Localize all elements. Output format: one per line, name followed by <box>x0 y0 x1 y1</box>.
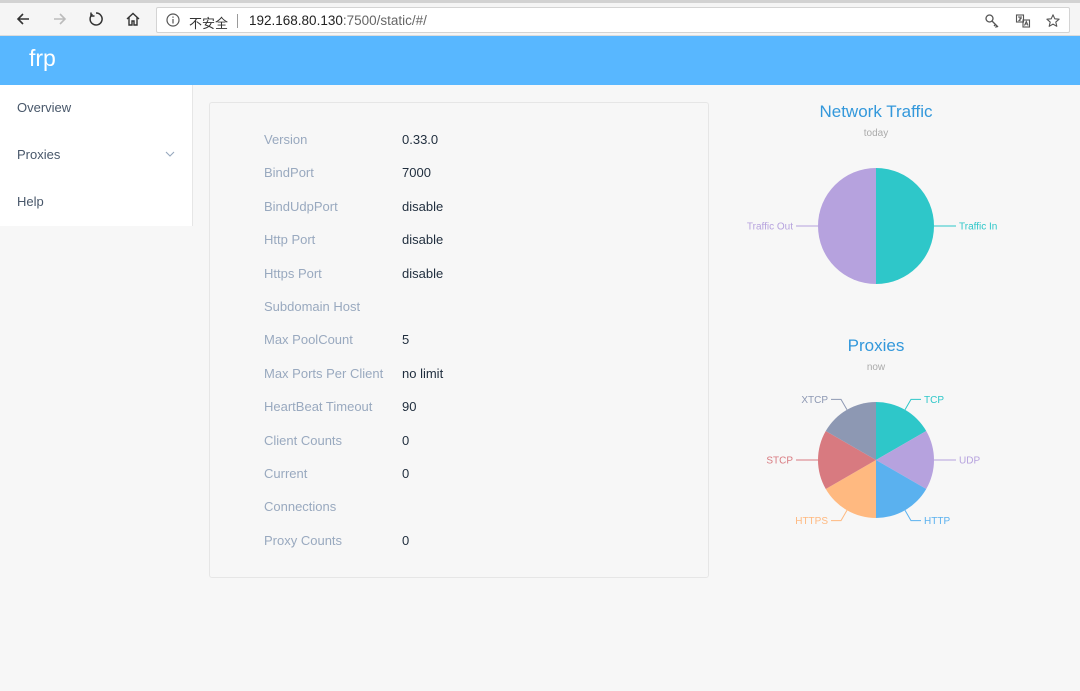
info-label: Subdomain Host <box>264 299 361 314</box>
pie-slice-xtcp[interactable] <box>825 402 876 460</box>
info-label: Https Port <box>264 266 322 281</box>
info-row-connections: Connections <box>210 492 708 522</box>
app-header: frp <box>0 36 1080 85</box>
info-label: HeartBeat Timeout <box>264 399 373 414</box>
server-info-card: Version 0.33.0 BindPort 7000 BindUdpPort di… <box>209 102 709 578</box>
info-row-version: Version 0.33.0 <box>210 125 708 155</box>
info-row-max-ports-per-client: Max Ports Per Client no limit <box>210 359 708 389</box>
info-value: 0 <box>402 433 410 448</box>
brand-logo[interactable]: frp <box>29 45 56 71</box>
proxies-chart-subtitle: now <box>866 362 886 373</box>
pie-slice-udp[interactable] <box>876 431 934 489</box>
pie-label-stcp: STCP <box>766 456 793 467</box>
pie-slice-traffic-in[interactable] <box>876 168 934 284</box>
info-value: no limit <box>402 366 444 381</box>
reload-button[interactable] <box>82 5 110 33</box>
sidebar-item-overview[interactable]: Overview <box>0 85 192 131</box>
info-label: BindPort <box>264 165 314 180</box>
info-label: Proxy Counts <box>264 533 343 548</box>
info-label: Connections <box>264 499 337 514</box>
back-button[interactable] <box>9 5 37 33</box>
info-label: Max PoolCount <box>264 332 353 347</box>
translate-icon[interactable] <box>1014 12 1032 30</box>
url-host: 192.168.80.130 <box>249 13 343 28</box>
sidebar-item-help[interactable]: Help <box>0 179 192 225</box>
pie-label-line-tcp <box>904 398 921 411</box>
pie-label-xtcp: XTCP <box>801 395 828 406</box>
pie-label-line-xtcp <box>831 398 848 411</box>
network-traffic-pie-chart: Traffic In Traffic Out <box>747 168 997 284</box>
sidebar-item-label: Overview <box>17 100 72 115</box>
pie-label-line-http <box>904 509 921 522</box>
info-row-subdomain-host: Subdomain Host <box>210 292 708 322</box>
sidebar-item-label: Proxies <box>17 147 61 162</box>
window-top-border <box>0 0 1080 3</box>
bookmark-star-icon[interactable] <box>1044 12 1062 30</box>
pie-label-https: HTTPS <box>795 516 828 527</box>
proxies-pie-chart: TCP UDP HTTP HTTPS STCP XTCP <box>766 395 980 527</box>
security-status[interactable]: 不安全 <box>189 17 229 32</box>
pie-slice-stcp[interactable] <box>818 431 876 489</box>
info-label: Http Port <box>264 232 316 247</box>
info-row-https-port: Https Port disable <box>210 259 708 289</box>
info-label: Version <box>264 132 308 147</box>
pie-label-traffic-out: Traffic Out <box>747 222 793 233</box>
info-row-http-port: Http Port disable <box>210 225 708 255</box>
info-value: 0 <box>402 466 410 481</box>
sidebar-item-label: Help <box>17 194 44 209</box>
home-icon <box>126 12 140 26</box>
proxies-chart-title: Proxies <box>847 336 905 355</box>
pie-label-tcp: TCP <box>924 395 944 406</box>
info-row-current: Current 0 <box>210 459 708 489</box>
info-value: 0.33.0 <box>402 132 439 147</box>
info-row-client-counts: Client Counts 0 <box>210 426 708 456</box>
pie-slice-traffic-out[interactable] <box>818 168 876 284</box>
info-value: disable <box>402 199 444 214</box>
pie-label-udp: UDP <box>959 456 980 467</box>
info-label: Client Counts <box>264 433 343 448</box>
key-icon[interactable] <box>983 12 1001 30</box>
address-bar[interactable]: 不安全 192.168.80.130:7500/static/#/ <box>156 7 1070 33</box>
arrow-right-icon <box>54 13 67 25</box>
address-separator <box>237 14 238 28</box>
url-text[interactable]: 192.168.80.130:7500/static/#/ <box>249 13 427 28</box>
info-value: 5 <box>402 332 410 347</box>
info-row-bindport: BindPort 7000 <box>210 158 708 188</box>
network-traffic-subtitle: today <box>863 128 889 139</box>
home-button[interactable] <box>119 5 147 33</box>
info-row-bindudpport: BindUdpPort disable <box>210 192 708 222</box>
pie-label-http: HTTP <box>924 516 950 527</box>
sidebar-menu: Overview Proxies Help <box>0 85 193 226</box>
info-value: disable <box>402 266 444 281</box>
pie-label-line-https <box>831 509 848 522</box>
pie-slice-https[interactable] <box>825 460 876 518</box>
pie-slice-http[interactable] <box>876 460 927 518</box>
info-value: 7000 <box>402 165 431 180</box>
info-row-proxy-counts: Proxy Counts 0 <box>210 526 708 556</box>
pie-slice-tcp[interactable] <box>876 402 927 460</box>
info-label: Max Ports Per Client <box>264 366 384 381</box>
sidebar-item-proxies[interactable]: Proxies <box>0 132 192 178</box>
arrow-left-icon <box>16 13 29 25</box>
info-value: disable <box>402 232 444 247</box>
info-label: Current <box>264 466 308 481</box>
info-label: BindUdpPort <box>264 199 338 214</box>
network-traffic-title: Network Traffic <box>819 102 933 121</box>
info-value: 90 <box>402 399 417 414</box>
info-value: 0 <box>402 533 410 548</box>
info-icon[interactable] <box>166 13 180 27</box>
pie-label-traffic-in: Traffic In <box>959 222 997 233</box>
browser-toolbar: 不安全 192.168.80.130:7500/static/#/ <box>0 3 1080 36</box>
chevron-down-icon[interactable] <box>165 150 175 158</box>
info-row-max-poolcount: Max PoolCount 5 <box>210 325 708 355</box>
info-row-heartbeat-timeout: HeartBeat Timeout 90 <box>210 392 708 422</box>
forward-button[interactable] <box>46 5 74 33</box>
url-path: :7500/static/#/ <box>342 13 427 28</box>
reload-icon <box>89 12 103 26</box>
